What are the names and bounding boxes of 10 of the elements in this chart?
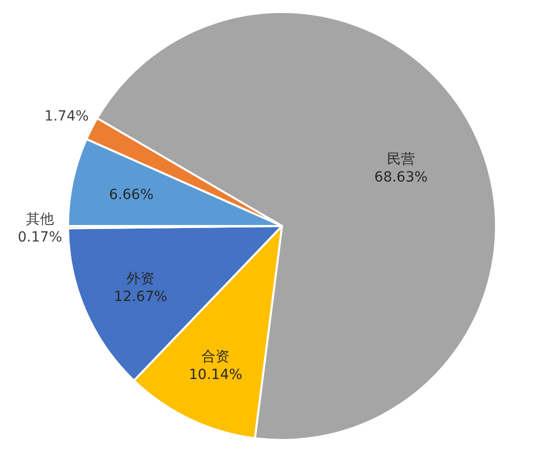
data-label: 6.66%	[109, 187, 154, 203]
slice-label: 合资	[202, 349, 230, 366]
data-label: 0.17%	[18, 229, 62, 246]
data-label: 12.67%	[114, 289, 168, 306]
data-label: 1.74%	[44, 108, 89, 125]
slice-label: 其他	[26, 211, 54, 228]
slice-label: 民营	[387, 151, 416, 168]
data-label: 68.63%	[374, 169, 428, 186]
data-label: 10.14%	[188, 367, 242, 384]
slice-label: 外资	[126, 271, 155, 288]
